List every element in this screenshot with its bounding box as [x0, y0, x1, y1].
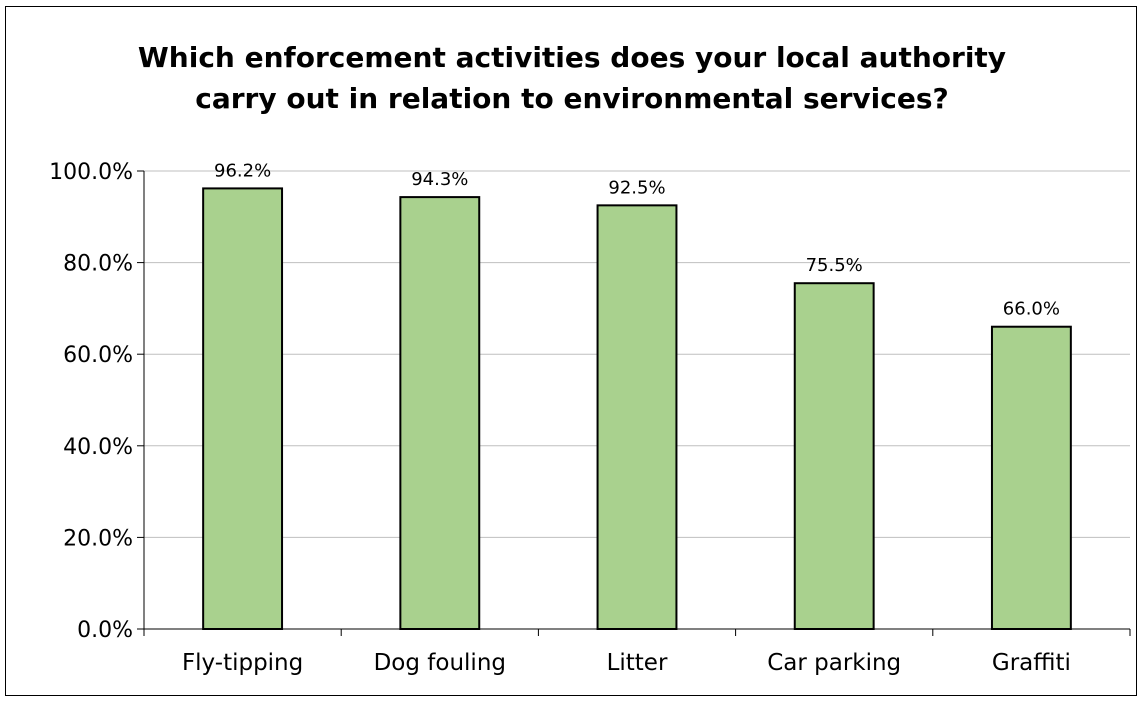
data-label: 94.3%: [411, 169, 468, 190]
chart-frame: Which enforcement activities does your l…: [5, 6, 1137, 696]
bar-graffiti: [990, 325, 1072, 630]
bar-fly-tipping: [202, 187, 284, 631]
chart-title: Which enforcement activities does your l…: [138, 41, 1006, 115]
y-tick-label: 60.0%: [63, 343, 133, 368]
bar-dog-fouling: [399, 196, 481, 631]
x-category-label: Fly-tipping: [182, 650, 303, 676]
y-tick-label: 20.0%: [63, 526, 133, 551]
chart-title-line-2: carry out in relation to environmental s…: [195, 82, 949, 115]
y-tick-label: 80.0%: [63, 252, 133, 277]
bar-car-parking: [793, 282, 875, 630]
chart-title-line-1: Which enforcement activities does your l…: [138, 41, 1006, 74]
data-labels: 96.2% 94.3% 92.5% 75.5% 66.0%: [214, 160, 1060, 319]
data-label: 75.5%: [806, 255, 863, 276]
x-category-label: Graffiti: [992, 650, 1071, 676]
y-tick-label: 100.0%: [49, 160, 133, 185]
y-tick-label: 0.0%: [77, 618, 133, 643]
data-label: 96.2%: [214, 160, 271, 181]
x-category-label: Dog fouling: [374, 650, 506, 676]
data-label: 66.0%: [1003, 299, 1060, 320]
x-category-label: Car parking: [767, 650, 901, 676]
bar-chart: Which enforcement activities does your l…: [49, 41, 1131, 676]
bars: [202, 187, 1072, 631]
bar-litter: [596, 204, 678, 630]
y-axis: 0.0% 20.0% 40.0% 60.0% 80.0% 100.0%: [49, 160, 145, 643]
x-category-label: Litter: [607, 650, 668, 676]
x-axis: Fly-tipping Dog fouling Litter Car parking G…: [143, 628, 1131, 676]
y-tick-label: 40.0%: [63, 435, 133, 460]
data-label: 92.5%: [608, 177, 665, 198]
